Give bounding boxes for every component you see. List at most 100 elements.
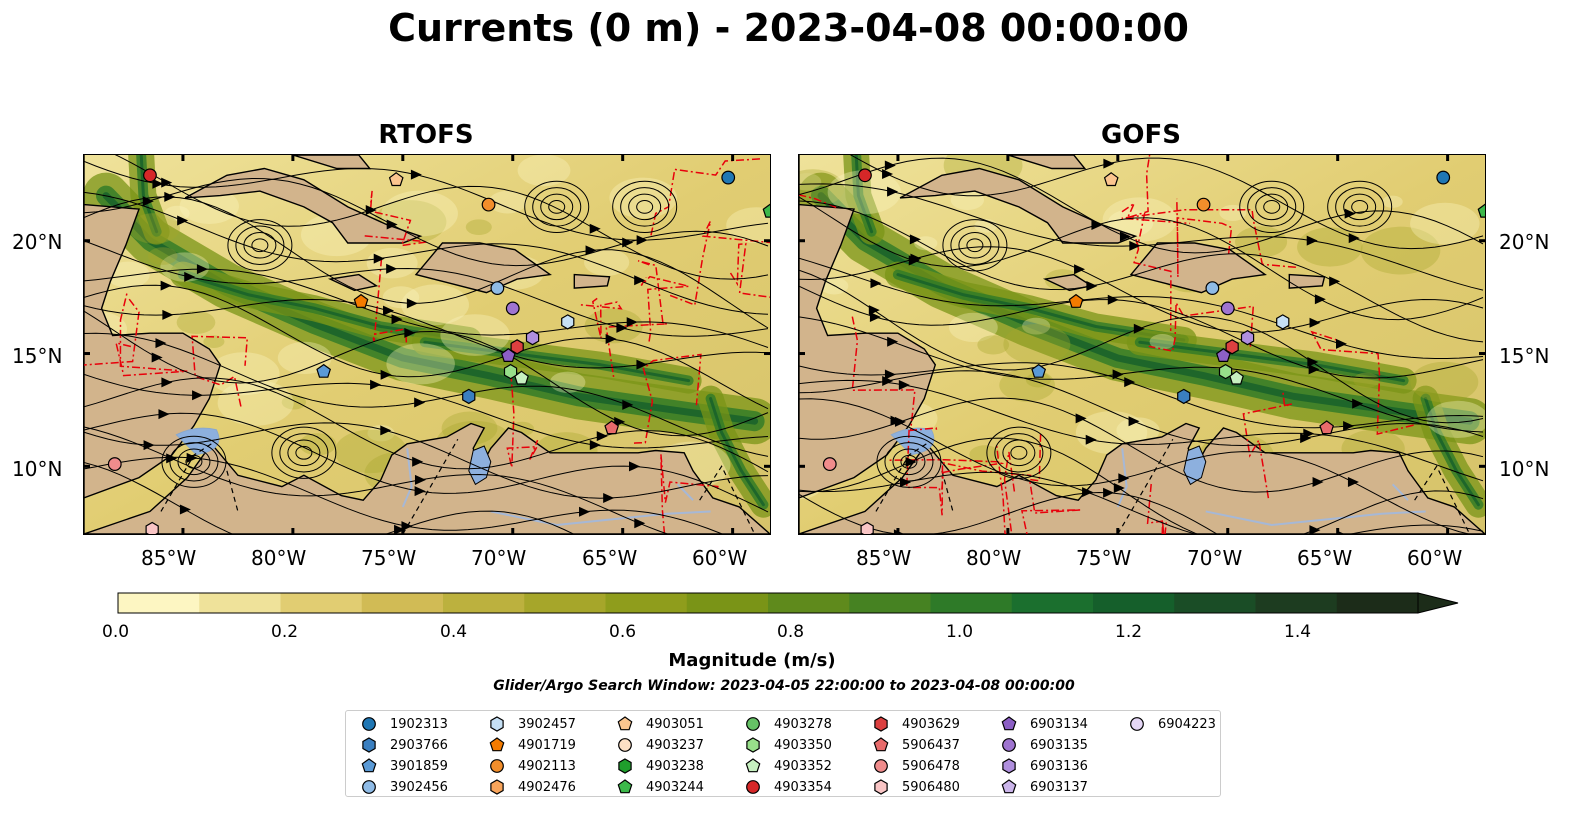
lake-maracaibo	[1183, 445, 1207, 486]
lon-label-right-80w: 80°W	[966, 546, 1022, 570]
float-marker-4902113	[1196, 197, 1211, 212]
float-marker-4903350	[1218, 363, 1233, 380]
circle-icon	[1130, 717, 1144, 731]
legend-item-4902113: 4902113	[488, 757, 576, 775]
circle-icon	[490, 759, 504, 773]
hexagon-icon	[1002, 758, 1016, 774]
float-marker-5906437	[604, 420, 620, 435]
float-marker-6903136	[525, 330, 540, 346]
legend-label: 5906437	[902, 737, 960, 753]
float-marker-2903766	[1177, 388, 1191, 405]
circle-icon	[746, 780, 760, 794]
float-marker-4901719	[353, 293, 369, 308]
colorbar-bin	[1093, 593, 1175, 613]
legend-label: 4902476	[518, 779, 576, 795]
colorbar-tick: 0.0	[102, 622, 130, 642]
hexagon-icon	[746, 737, 760, 753]
eez-boundary	[1310, 330, 1414, 435]
puerto-rico	[573, 273, 611, 289]
legend-item-4903244: 4903244	[616, 778, 704, 796]
colorbar-bin	[443, 593, 525, 613]
lon-label-right-65w: 65°W	[1297, 546, 1353, 570]
colorbar-tick: 0.6	[609, 622, 637, 642]
eez-boundary	[1176, 198, 1233, 278]
hispaniola	[414, 242, 552, 294]
bahamas-top	[1007, 155, 1087, 170]
float-marker-4903051	[1103, 172, 1119, 187]
float-marker-4903629	[1225, 339, 1239, 355]
rtofs-current-map	[83, 154, 771, 535]
float-marker-5906480	[145, 521, 159, 534]
gofs-current-map	[798, 154, 1486, 535]
legend-label: 4901719	[518, 737, 576, 753]
colorbar-bin	[361, 593, 444, 613]
float-marker-4903051	[388, 172, 404, 187]
central-america-south	[799, 422, 1485, 534]
colorbar-tick: 0.4	[440, 622, 468, 642]
legend-item-6903136: 6903136	[1000, 757, 1088, 775]
legend-label: 6903137	[1030, 779, 1088, 795]
legend-item-5906480: 5906480	[872, 778, 960, 796]
legend-item-6904223: 6904223	[1128, 715, 1216, 733]
float-marker-4903354	[858, 168, 872, 183]
eez-boundary	[1121, 155, 1151, 219]
colorbar-bin	[524, 593, 606, 613]
float-marker-4903244	[1477, 203, 1485, 218]
hexagon-icon	[874, 716, 888, 732]
eez-boundary	[605, 260, 668, 378]
legend-label: 3901859	[390, 758, 448, 774]
legend-label: 1902313	[390, 716, 448, 732]
legend-item-6903134: 6903134	[1000, 715, 1088, 733]
colorbar-tick: 1.0	[946, 622, 974, 642]
float-marker-2903766	[462, 388, 476, 405]
legend-item-2903766: 2903766	[360, 736, 448, 754]
legend-item-1902313: 1902313	[360, 715, 448, 733]
lon-label-right-75w: 75°W	[1076, 546, 1132, 570]
legend-item-4903629: 4903629	[872, 715, 960, 733]
legend-label: 4903278	[774, 716, 832, 732]
panel-title-rtofs: RTOFS	[378, 120, 474, 150]
float-marker-6903134	[1215, 348, 1231, 362]
legend-item-4903051: 4903051	[616, 715, 704, 733]
float-marker-3902457	[1276, 314, 1290, 330]
float-marker-1902313	[721, 170, 736, 185]
lat-label-right-10n: 10°N	[1499, 457, 1550, 481]
eez-boundary	[905, 429, 1032, 516]
colorbar-bin	[605, 593, 688, 613]
legend-label: 4903352	[774, 758, 832, 774]
lat-label-right-15n: 15°N	[1499, 344, 1550, 368]
float-legend: 1902313 2903766 3901859 3902456 3902457 49017…	[345, 710, 1221, 797]
panel-title-gofs: GOFS	[1101, 120, 1181, 150]
lat-label-left-10n: 10°N	[12, 457, 63, 481]
eez-boundary	[633, 353, 702, 444]
legend-label: 3902457	[518, 716, 576, 732]
legend-item-3902457: 3902457	[488, 715, 576, 733]
legend-label: 6903134	[1030, 716, 1088, 732]
float-marker-6903134	[500, 348, 516, 362]
pentagon-icon	[361, 758, 377, 773]
float-marker-6903135	[1220, 301, 1235, 316]
colorbar-bin	[1174, 593, 1256, 613]
eez-boundary	[729, 242, 770, 298]
legend-label: 6903136	[1030, 758, 1088, 774]
eez-boundary	[115, 293, 188, 377]
hexagon-icon	[490, 716, 504, 732]
figure-title: Currents (0 m) - 2023-04-08 00:00:00	[388, 6, 1189, 50]
float-marker-4903352	[514, 370, 529, 385]
streamlines	[84, 155, 769, 534]
colorbar-tick: 0.2	[271, 622, 299, 642]
colorbar-bin	[849, 593, 931, 613]
legend-item-6903137: 6903137	[1000, 778, 1088, 796]
float-marker-5906480	[860, 521, 874, 534]
eez-boundary	[506, 373, 539, 468]
float-marker-1902313	[1436, 170, 1451, 185]
eez-boundary	[888, 458, 1005, 490]
float-marker-3902456	[490, 281, 505, 296]
lon-label-left-75w: 75°W	[361, 546, 417, 570]
float-marker-4903629	[510, 339, 524, 355]
legend-label: 6903135	[1030, 737, 1088, 753]
lat-label-right-20n: 20°N	[1499, 230, 1550, 254]
legend-item-4903278: 4903278	[744, 715, 832, 733]
colorbar-extend-arrow	[1417, 592, 1459, 614]
eez-boundary	[372, 258, 408, 344]
